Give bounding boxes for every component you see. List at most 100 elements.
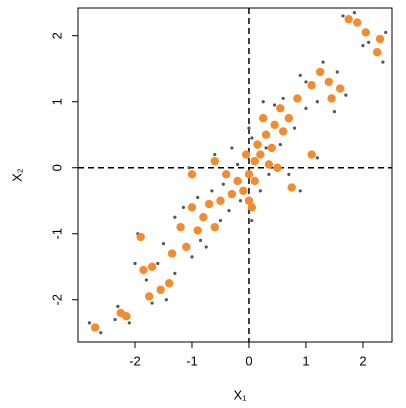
point [116, 304, 120, 308]
point [344, 93, 348, 97]
point [335, 84, 345, 93]
point [221, 182, 225, 186]
point [335, 70, 339, 74]
point [210, 222, 219, 232]
point [181, 205, 186, 209]
point [164, 279, 174, 288]
point [273, 103, 277, 107]
point [136, 232, 145, 242]
point [344, 15, 353, 24]
point [122, 312, 131, 321]
point [193, 226, 202, 235]
point [204, 245, 208, 249]
point [147, 262, 157, 271]
point [144, 278, 148, 282]
point [173, 215, 177, 219]
point [253, 140, 262, 149]
x-tick-label: 1 [302, 353, 309, 368]
point [182, 242, 191, 252]
point [250, 136, 254, 140]
point [213, 152, 217, 157]
x-tick-label: -1 [186, 353, 198, 368]
point [145, 292, 154, 301]
point [210, 189, 214, 193]
point [367, 40, 371, 44]
point [264, 146, 268, 150]
point [287, 172, 291, 176]
point [256, 150, 265, 159]
point [250, 176, 259, 186]
point [250, 218, 254, 223]
y-tick-label: -2 [49, 294, 64, 306]
x-tick-label: 0 [245, 353, 252, 368]
point [381, 60, 385, 64]
point [173, 271, 177, 275]
point [315, 156, 319, 160]
point [176, 222, 185, 232]
point [190, 255, 194, 259]
x-tick-label: 2 [359, 353, 366, 368]
point [307, 81, 316, 90]
point [258, 189, 262, 193]
point [250, 156, 259, 166]
point [198, 238, 203, 242]
point [90, 323, 100, 332]
y-tick-label: 0 [49, 164, 64, 171]
point [241, 150, 251, 159]
point [204, 199, 214, 209]
x-tick-label: -2 [129, 353, 141, 368]
point [113, 317, 117, 322]
point [187, 166, 191, 170]
point [361, 28, 370, 37]
point [99, 331, 103, 335]
point [230, 146, 234, 150]
y-tick-label: 1 [49, 98, 64, 105]
plot-frame [77, 7, 393, 343]
point [375, 34, 385, 44]
point [187, 203, 197, 212]
point [315, 67, 325, 77]
point [281, 96, 285, 101]
point [259, 114, 268, 123]
point [341, 14, 345, 18]
point [244, 196, 254, 205]
point [304, 80, 308, 84]
point [199, 213, 208, 222]
point [270, 120, 279, 130]
point [276, 104, 285, 113]
point [264, 160, 274, 169]
point [156, 285, 165, 295]
point [247, 203, 257, 212]
point [239, 186, 248, 196]
point [161, 242, 166, 246]
y-tick-label: 2 [49, 32, 64, 39]
point [227, 189, 237, 199]
point [332, 110, 337, 114]
point [227, 209, 231, 213]
point [278, 143, 282, 147]
point [307, 150, 316, 159]
point [233, 176, 242, 186]
point [139, 265, 148, 275]
point [298, 189, 302, 193]
point [361, 44, 365, 48]
point [372, 48, 382, 57]
point [352, 11, 356, 15]
point [216, 196, 225, 205]
point [353, 18, 362, 27]
y-tick-label: -1 [49, 228, 64, 240]
point [298, 73, 302, 77]
point [167, 249, 177, 258]
point [261, 130, 271, 139]
point [304, 106, 308, 110]
point [235, 162, 240, 167]
point [238, 199, 243, 203]
point [196, 195, 200, 200]
point [267, 143, 276, 153]
point [164, 298, 168, 302]
point [156, 261, 160, 266]
point [293, 94, 302, 103]
point [221, 170, 231, 179]
